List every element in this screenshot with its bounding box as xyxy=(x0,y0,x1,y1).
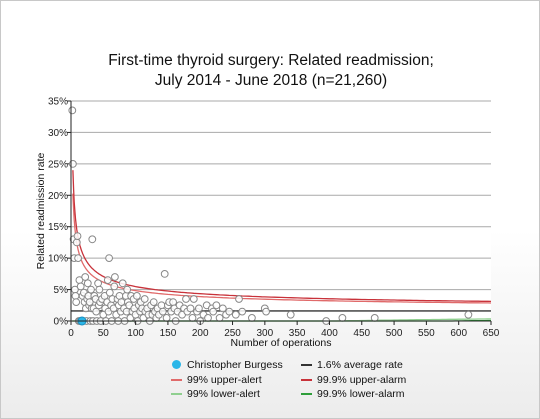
data-point[interactable] xyxy=(162,314,171,322)
data-point[interactable] xyxy=(73,232,82,241)
data-point[interactable] xyxy=(235,295,243,303)
data-point[interactable] xyxy=(262,307,271,316)
x-tick-label: 0 xyxy=(68,328,74,339)
data-point[interactable] xyxy=(189,295,198,303)
x-tick-label: 450 xyxy=(353,328,370,339)
data-point[interactable] xyxy=(74,254,82,263)
data-point[interactable] xyxy=(238,307,247,316)
x-tick-label: 50 xyxy=(98,328,110,339)
data-point[interactable] xyxy=(182,295,190,303)
data-point[interactable] xyxy=(204,314,212,322)
data-point[interactable] xyxy=(157,301,166,310)
data-point[interactable] xyxy=(209,307,218,316)
y-tick-label: 20% xyxy=(48,191,68,202)
chart-title-line2: July 2014 - June 2018 (n=21,260) xyxy=(154,72,388,89)
x-tick-label: 250 xyxy=(224,328,241,339)
y-tick-label: 10% xyxy=(48,254,68,265)
data-point[interactable] xyxy=(338,314,347,322)
data-point[interactable] xyxy=(117,298,126,307)
plot-area xyxy=(71,101,491,321)
data-point[interactable] xyxy=(160,270,169,278)
x-tick-label: 350 xyxy=(289,328,306,339)
data-point[interactable] xyxy=(87,285,95,294)
data-point[interactable] xyxy=(72,238,81,247)
chart-title: First-time thyroid surgery: Related read… xyxy=(1,51,540,91)
data-point[interactable] xyxy=(186,304,195,313)
legend-line-icon xyxy=(301,378,312,381)
x-tick-label: 100 xyxy=(127,328,144,339)
data-point[interactable] xyxy=(248,314,256,322)
x-tick-label: 400 xyxy=(321,328,338,339)
y-tick-label: 25% xyxy=(48,159,68,170)
data-point[interactable] xyxy=(83,279,92,288)
y-axis-label: Related readmission rate xyxy=(35,152,47,269)
data-point[interactable] xyxy=(95,285,104,294)
data-point[interactable] xyxy=(195,304,203,313)
legend-label: 1.6% average rate xyxy=(317,359,403,371)
data-point[interactable] xyxy=(123,285,132,294)
data-point[interactable] xyxy=(370,314,379,322)
data-point[interactable] xyxy=(105,288,114,297)
data-point[interactable] xyxy=(225,307,234,316)
x-tick-labels: 0 50 100 150 200 250 300 350 400 450 500 550 600 650 xyxy=(68,321,500,339)
legend-label: 99.9% upper-alarm xyxy=(317,373,407,386)
legend-line-icon xyxy=(171,378,182,381)
x-tick-label: 150 xyxy=(160,328,177,339)
data-point[interactable] xyxy=(111,273,119,281)
legend-label: 99.9% lower-alarm xyxy=(317,388,405,400)
x-tick-label: 200 xyxy=(192,328,209,339)
legend-line-icon xyxy=(301,364,312,366)
upper-alarm-line xyxy=(72,170,492,303)
data-point[interactable] xyxy=(103,276,112,285)
data-point[interactable] xyxy=(188,314,197,322)
y-tick-label: 5% xyxy=(54,285,69,296)
axes xyxy=(70,101,491,322)
data-point[interactable] xyxy=(92,307,101,316)
data-point[interactable] xyxy=(88,235,97,244)
x-tick-label: 500 xyxy=(386,328,403,339)
x-axis-label: Number of operations xyxy=(231,337,332,349)
y-tick-labels: 0% 5% 10% 15% 20% 25% 30% 35% xyxy=(48,97,68,328)
x-tick-label: 600 xyxy=(450,328,467,339)
data-points xyxy=(68,106,473,326)
data-point[interactable] xyxy=(169,298,178,307)
y-tick-label: 15% xyxy=(48,222,68,233)
data-point[interactable] xyxy=(464,310,473,319)
x-tick-label: 300 xyxy=(257,328,274,339)
data-point[interactable] xyxy=(286,310,295,319)
legend-label: Christopher Burgess xyxy=(187,359,283,371)
y-tick-label: 35% xyxy=(48,97,68,108)
data-point[interactable] xyxy=(133,292,141,300)
data-point[interactable] xyxy=(76,282,85,291)
data-point[interactable] xyxy=(105,254,113,263)
legend-line-icon xyxy=(301,393,312,395)
data-point[interactable] xyxy=(149,298,158,307)
data-point[interactable] xyxy=(231,310,240,319)
data-point[interactable] xyxy=(218,304,227,313)
data-point[interactable] xyxy=(215,314,224,322)
data-point[interactable] xyxy=(110,282,119,291)
data-point[interactable] xyxy=(68,106,77,115)
x-tick-label: 550 xyxy=(418,328,435,339)
y-tick-label: 0% xyxy=(54,317,69,328)
data-point[interactable] xyxy=(94,279,102,288)
data-point[interactable] xyxy=(158,307,167,316)
data-point[interactable] xyxy=(72,298,81,307)
x-tick-label: 650 xyxy=(483,328,500,339)
gridlines xyxy=(67,100,491,322)
y-tick-label: 30% xyxy=(48,128,68,139)
data-point[interactable] xyxy=(212,301,221,310)
legend-dot-icon xyxy=(172,360,181,369)
data-point[interactable] xyxy=(118,279,127,288)
legend-line-icon xyxy=(171,393,182,395)
chart-title-line1: First-time thyroid surgery: Related read… xyxy=(108,52,434,69)
data-point[interactable] xyxy=(81,273,90,281)
upper-alert-line xyxy=(72,193,492,304)
legend-label: 99% lower-alert xyxy=(187,388,260,400)
legend-label: 99% upper-alert xyxy=(187,373,262,386)
data-point[interactable] xyxy=(140,295,149,303)
